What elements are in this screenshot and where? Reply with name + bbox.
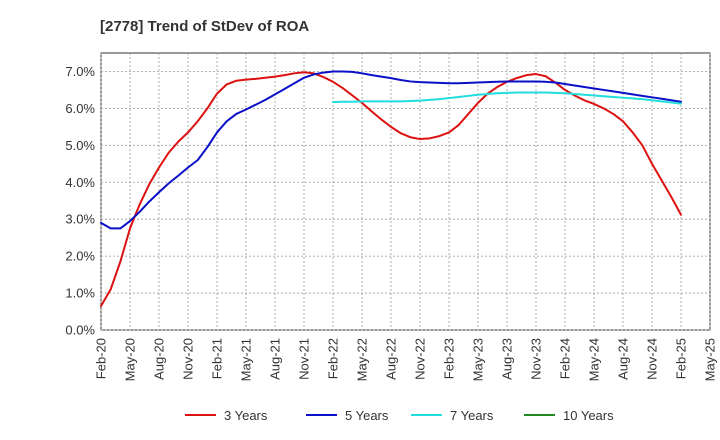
y-tick-label: 4.0% bbox=[65, 175, 95, 190]
x-tick-label: May-22 bbox=[355, 338, 370, 381]
x-tick-label: Nov-24 bbox=[645, 338, 660, 380]
y-tick-label: 2.0% bbox=[65, 249, 95, 264]
legend: 3 Years 5 Years 7 Years 10 Years bbox=[185, 408, 614, 423]
x-tick-label: Nov-23 bbox=[529, 338, 544, 380]
y-axis: 0.0% 1.0% 2.0% 3.0% 4.0% 5.0% 6.0% 7.0% bbox=[65, 64, 95, 338]
x-tick-label: Aug-22 bbox=[384, 338, 399, 380]
series-line-3-years bbox=[100, 71, 682, 307]
legend-label-10-years: 10 Years bbox=[563, 408, 614, 423]
x-tick-label: Nov-22 bbox=[413, 338, 428, 380]
x-tick-label: Aug-24 bbox=[616, 338, 631, 380]
x-tick-label: Nov-20 bbox=[181, 338, 196, 380]
legend-label-3-years: 3 Years bbox=[224, 408, 268, 423]
legend-label-5-years: 5 Years bbox=[345, 408, 389, 423]
series-line-7-years bbox=[332, 91, 682, 105]
grid-lines bbox=[100, 53, 711, 331]
y-tick-label: 1.0% bbox=[65, 286, 95, 301]
x-tick-label: Feb-25 bbox=[674, 338, 689, 379]
series-line-5-years bbox=[100, 70, 682, 230]
y-tick-label: 0.0% bbox=[65, 323, 95, 338]
x-tick-label: May-20 bbox=[123, 338, 138, 381]
x-axis: Feb-20 May-20 Aug-20 Nov-20 Feb-21 May-21 Aug-… bbox=[94, 338, 718, 381]
x-tick-label: Aug-21 bbox=[268, 338, 283, 380]
plot-frame bbox=[100, 52, 711, 331]
x-tick-label: Feb-20 bbox=[94, 338, 109, 379]
x-tick-label: Feb-21 bbox=[210, 338, 225, 379]
legend-label-7-years: 7 Years bbox=[450, 408, 494, 423]
y-tick-label: 7.0% bbox=[65, 64, 95, 79]
x-tick-label: May-24 bbox=[587, 338, 602, 381]
x-tick-label: Aug-20 bbox=[152, 338, 167, 380]
x-tick-label: Feb-22 bbox=[326, 338, 341, 379]
y-tick-label: 6.0% bbox=[65, 101, 95, 116]
x-tick-label: May-23 bbox=[471, 338, 486, 381]
y-tick-label: 3.0% bbox=[65, 212, 95, 227]
series-lines bbox=[100, 70, 682, 307]
x-tick-label: May-21 bbox=[239, 338, 254, 381]
x-tick-label: Aug-23 bbox=[500, 338, 515, 380]
x-tick-label: Nov-21 bbox=[297, 338, 312, 380]
chart-title: [2778] Trend of StDev of ROA bbox=[100, 18, 309, 35]
x-tick-label: Feb-24 bbox=[558, 338, 573, 379]
plot-area bbox=[100, 52, 711, 331]
x-tick-label: Feb-23 bbox=[442, 338, 457, 379]
x-tick-label: May-25 bbox=[703, 338, 718, 381]
y-tick-label: 5.0% bbox=[65, 138, 95, 153]
